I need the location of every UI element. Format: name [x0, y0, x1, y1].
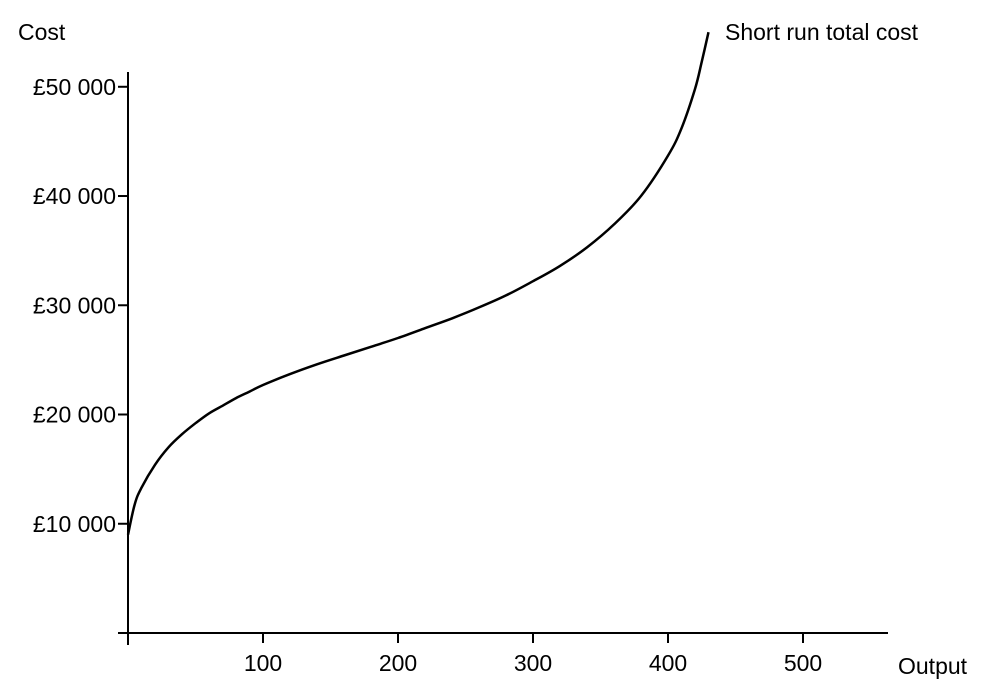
y-tick-label: £10 000	[33, 511, 116, 537]
y-tick-label: £30 000	[33, 292, 116, 318]
series-label: Short run total cost	[725, 19, 919, 45]
y-tick-label: £50 000	[33, 74, 116, 100]
x-ticks: 100 200 300 400 500	[244, 633, 822, 676]
x-tick-label: 100	[244, 650, 282, 676]
short-run-total-cost-curve	[126, 31, 710, 535]
x-tick-label: 500	[784, 650, 822, 676]
y-tick-label: £40 000	[33, 183, 116, 209]
x-tick-label: 400	[649, 650, 687, 676]
y-tick-label: £20 000	[33, 402, 116, 428]
y-axis-label: Cost	[18, 19, 66, 45]
y-ticks: £10 000 £20 000 £30 000 £40 000 £50 000	[33, 74, 128, 537]
x-tick-label: 300	[514, 650, 552, 676]
x-axis-label: Output	[898, 653, 968, 679]
x-tick-label: 200	[379, 650, 417, 676]
